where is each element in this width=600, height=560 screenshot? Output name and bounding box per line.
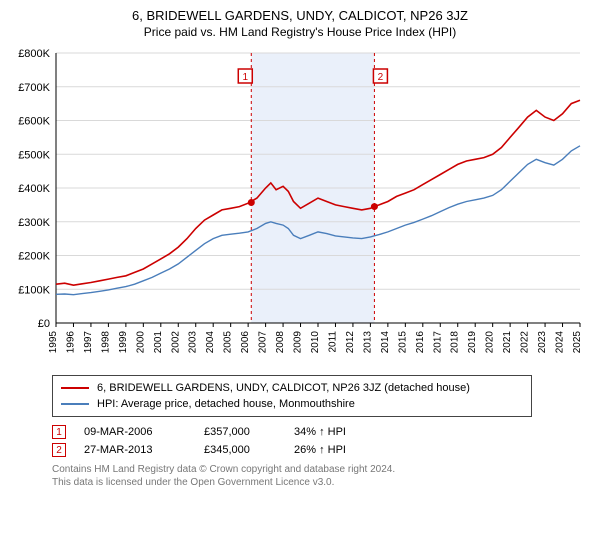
svg-text:2012: 2012 xyxy=(345,331,356,354)
svg-text:2005: 2005 xyxy=(223,331,234,354)
legend-label: HPI: Average price, detached house, Monm… xyxy=(97,396,355,412)
svg-text:£500K: £500K xyxy=(18,149,50,161)
sale-row: 2 27-MAR-2013£345,00026% ↑ HPI xyxy=(52,443,590,457)
sale-diff: 34% ↑ HPI xyxy=(294,426,384,438)
svg-text:2009: 2009 xyxy=(293,331,304,354)
sale-row: 1 09-MAR-2006£357,00034% ↑ HPI xyxy=(52,425,590,439)
sale-marker-box: 2 xyxy=(52,443,66,457)
svg-text:£800K: £800K xyxy=(18,48,50,60)
svg-text:£600K: £600K xyxy=(18,116,50,128)
svg-text:1997: 1997 xyxy=(83,331,94,354)
sale-diff: 26% ↑ HPI xyxy=(294,444,384,456)
svg-text:£0: £0 xyxy=(38,318,50,330)
legend-swatch xyxy=(61,403,89,405)
svg-text:1996: 1996 xyxy=(65,331,76,354)
svg-text:2007: 2007 xyxy=(258,331,269,354)
svg-text:1998: 1998 xyxy=(100,331,111,354)
svg-text:2024: 2024 xyxy=(555,331,566,354)
chart-svg: £0 £100K £200K £300K £400K £500K £600K £700K £80… xyxy=(10,47,590,367)
svg-text:1995: 1995 xyxy=(48,331,59,354)
svg-text:£200K: £200K xyxy=(18,251,50,263)
svg-text:2017: 2017 xyxy=(432,331,443,354)
footer-line-2: This data is licensed under the Open Gov… xyxy=(52,476,590,489)
svg-text:2015: 2015 xyxy=(397,331,408,354)
svg-text:2: 2 xyxy=(378,72,384,83)
svg-text:2008: 2008 xyxy=(275,331,286,354)
svg-text:2003: 2003 xyxy=(188,331,199,354)
legend-swatch xyxy=(61,387,89,389)
svg-text:£400K: £400K xyxy=(18,183,50,195)
svg-text:1999: 1999 xyxy=(118,331,129,354)
chart-title: 6, BRIDEWELL GARDENS, UNDY, CALDICOT, NP… xyxy=(10,8,590,23)
svg-text:2025: 2025 xyxy=(572,331,583,354)
chart-plot: £0 £100K £200K £300K £400K £500K £600K £700K £80… xyxy=(10,47,590,367)
svg-text:£700K: £700K xyxy=(18,82,50,94)
svg-text:2018: 2018 xyxy=(450,331,461,354)
svg-text:2013: 2013 xyxy=(362,331,373,354)
svg-text:£100K: £100K xyxy=(18,284,50,296)
svg-text:2006: 2006 xyxy=(240,331,251,354)
sale-date: 09-MAR-2006 xyxy=(84,426,204,438)
sales-table: 1 09-MAR-2006£357,00034% ↑ HPI 2 27-MAR-201… xyxy=(52,425,590,457)
svg-text:2019: 2019 xyxy=(467,331,478,354)
sale-date: 27-MAR-2013 xyxy=(84,444,204,456)
sale-price: £345,000 xyxy=(204,444,294,456)
svg-text:2004: 2004 xyxy=(205,331,216,354)
legend-item: HPI: Average price, detached house, Monm… xyxy=(61,396,523,412)
svg-text:2002: 2002 xyxy=(170,331,181,354)
sale-marker-box: 1 xyxy=(52,425,66,439)
chart-subtitle: Price paid vs. HM Land Registry's House … xyxy=(10,25,590,39)
legend: 6, BRIDEWELL GARDENS, UNDY, CALDICOT, NP… xyxy=(52,375,532,417)
sale-price: £357,000 xyxy=(204,426,294,438)
svg-text:1: 1 xyxy=(242,72,248,83)
svg-text:£300K: £300K xyxy=(18,217,50,229)
footer: Contains HM Land Registry data © Crown c… xyxy=(52,463,590,489)
svg-text:2000: 2000 xyxy=(135,331,146,354)
legend-item: 6, BRIDEWELL GARDENS, UNDY, CALDICOT, NP… xyxy=(61,380,523,396)
svg-text:2016: 2016 xyxy=(415,331,426,354)
footer-line-1: Contains HM Land Registry data © Crown c… xyxy=(52,463,590,476)
svg-text:2010: 2010 xyxy=(310,331,321,354)
svg-text:2011: 2011 xyxy=(327,331,338,353)
svg-text:2020: 2020 xyxy=(485,331,496,354)
svg-text:2023: 2023 xyxy=(537,331,548,354)
svg-text:2022: 2022 xyxy=(520,331,531,354)
legend-label: 6, BRIDEWELL GARDENS, UNDY, CALDICOT, NP… xyxy=(97,380,470,396)
svg-text:2021: 2021 xyxy=(502,331,513,354)
svg-text:2014: 2014 xyxy=(380,331,391,354)
chart-container: 6, BRIDEWELL GARDENS, UNDY, CALDICOT, NP… xyxy=(0,0,600,495)
svg-text:2001: 2001 xyxy=(153,331,164,354)
